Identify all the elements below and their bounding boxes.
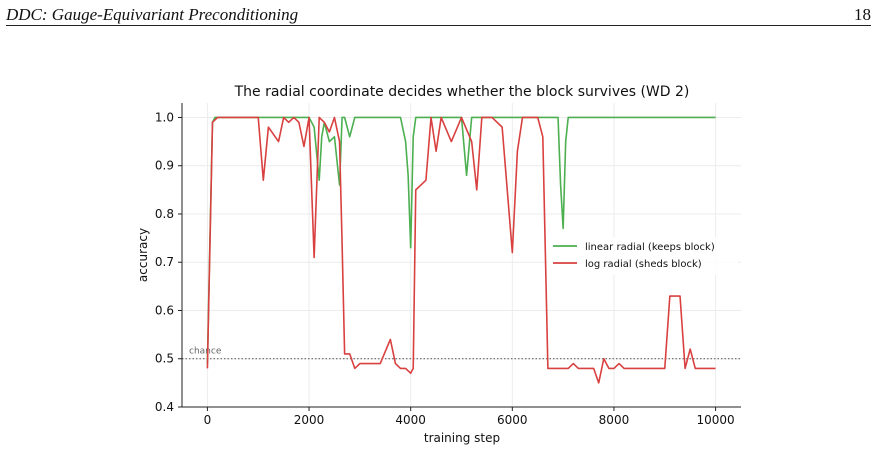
series-group [206, 116, 716, 384]
running-title: DDC: Gauge-Equivariant Preconditioning [6, 5, 299, 24]
series-line-1 [206, 116, 716, 364]
running-header: DDC: Gauge-Equivariant Preconditioning 1… [6, 3, 871, 26]
chance-reference: chance [182, 347, 741, 360]
y-tick-label: 1.0 [155, 110, 174, 124]
x-tick-label: 8000 [599, 413, 630, 427]
legend-label-1: linear radial (keeps block) [585, 242, 715, 253]
chart-title: The radial coordinate decides whether th… [234, 84, 690, 100]
series-line-2 [206, 116, 716, 384]
x-tick-label: 10000 [696, 413, 734, 427]
x-tick-label: 2000 [294, 413, 325, 427]
chance-label: chance [189, 347, 222, 357]
x-tick-label: 0 [204, 413, 212, 427]
y-axis-label: accuracy [136, 228, 150, 282]
legend-box [548, 237, 738, 275]
page-number: 18 [854, 5, 871, 24]
x-tick-label: 6000 [497, 413, 528, 427]
y-tick-label: 0.7 [155, 255, 174, 269]
x-axis-label: training step [424, 431, 500, 445]
y-tick-label: 0.4 [155, 400, 174, 414]
x-tick-label: 4000 [395, 413, 426, 427]
legend-label-2: log radial (sheds block) [585, 259, 702, 270]
axes: 0 2000 4000 6000 8000 10000 0.4 0.5 0.6 0.7 0.8 0.9… [155, 103, 741, 427]
y-tick-label: 0.6 [155, 303, 174, 317]
legend: linear radial (keeps block) log radial (s… [548, 237, 738, 275]
y-tick-label: 0.5 [155, 352, 174, 366]
y-tick-label: 0.9 [155, 159, 174, 173]
y-tick-label: 0.8 [155, 207, 174, 221]
